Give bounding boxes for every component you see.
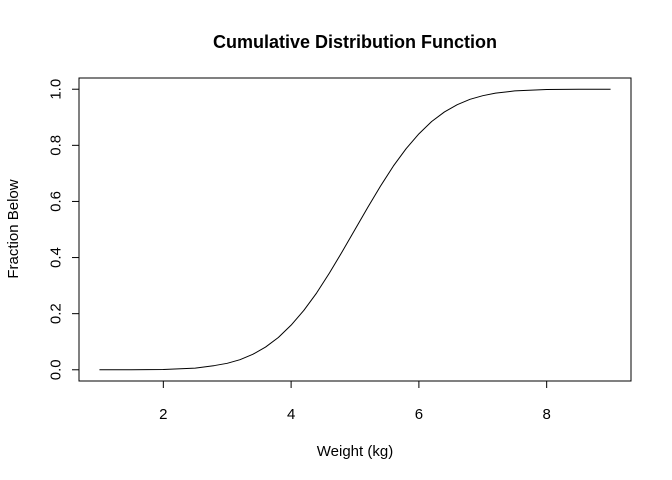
series-layer <box>99 88 611 371</box>
y-axis: 0.0 0.2 0.4 0.6 0.8 1.0 <box>48 79 80 380</box>
x-tick-label: 2 <box>159 406 167 423</box>
y-tick-label: 0.4 <box>48 247 65 268</box>
y-tick-label: 0.8 <box>48 135 65 156</box>
y-tick-label: 0.2 <box>48 303 65 324</box>
x-tick-label: 4 <box>287 406 295 423</box>
x-axis-label: Weight (kg) <box>317 443 393 460</box>
cdf-series-line <box>99 88 611 371</box>
x-tick-label: 8 <box>542 406 550 423</box>
x-axis: 2 4 6 8 <box>159 380 551 423</box>
y-tick-label: 1.0 <box>48 79 65 100</box>
y-axis-label: Fraction Below <box>5 179 22 278</box>
x-tick-label: 6 <box>415 406 423 423</box>
y-tick-label: 0.0 <box>48 359 65 380</box>
chart-title: Cumulative Distribution Function <box>213 32 497 52</box>
y-tick-label: 0.6 <box>48 191 65 212</box>
